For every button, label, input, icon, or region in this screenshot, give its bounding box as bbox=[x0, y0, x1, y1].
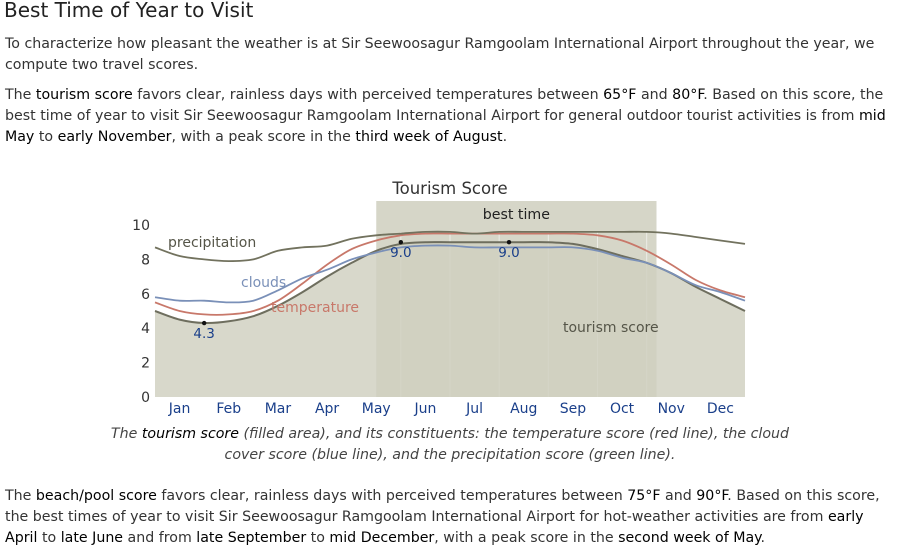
text-run: The bbox=[5, 87, 36, 103]
second-window-start: late September bbox=[196, 530, 307, 546]
y-tick-label: 2 bbox=[141, 356, 150, 372]
text-run: . Based on this score, the best times of… bbox=[5, 488, 880, 525]
x-tick-label: Aug bbox=[510, 401, 537, 417]
text-run: , with a peak score in the bbox=[171, 129, 356, 145]
best-start-value: mid May bbox=[5, 108, 886, 145]
x-tick-label: Jun bbox=[413, 401, 436, 417]
y-tick-label: 6 bbox=[141, 287, 150, 303]
annotation-label: 9.0 bbox=[390, 245, 411, 261]
temperature-line bbox=[154, 232, 746, 316]
annotation-label: 9.0 bbox=[498, 245, 519, 261]
text-run: favors clear, rainless days with perceiv… bbox=[132, 87, 604, 103]
text-run: to bbox=[34, 129, 58, 145]
series-label: clouds bbox=[241, 275, 286, 291]
temp-max-value: 90°F bbox=[696, 488, 728, 504]
series-labels: precipitation clouds temperature tourism sc… bbox=[168, 235, 659, 336]
text-run: The bbox=[110, 426, 142, 442]
temp-max-value: 80°F bbox=[672, 87, 704, 103]
tourism-score-paragraph: The tourism score favors clear, rainless… bbox=[5, 85, 898, 148]
x-tick-label: May bbox=[362, 401, 391, 417]
series-label: temperature bbox=[271, 300, 359, 316]
beach-score-paragraph: The beach/pool score favors clear, rainl… bbox=[5, 486, 898, 549]
x-tick-label: Apr bbox=[315, 401, 339, 417]
text-run: (filled area), and its constituents: the… bbox=[224, 426, 790, 463]
text-run: to bbox=[37, 530, 61, 546]
chart-caption: The tourism score (filled area), and its… bbox=[100, 424, 800, 466]
text-run: . Based on this score, the best time of … bbox=[5, 87, 884, 124]
series-lines bbox=[154, 230, 746, 325]
x-tick-label: Mar bbox=[265, 401, 292, 417]
temp-min-value: 75°F bbox=[627, 488, 661, 504]
text-run: , with a peak score in the bbox=[434, 530, 619, 546]
text-run: to bbox=[306, 530, 330, 546]
y-tick-label: 10 bbox=[132, 218, 150, 234]
x-tick-label: Jul bbox=[465, 401, 483, 417]
annotations: 4.3 9.0 9.0 bbox=[193, 240, 520, 342]
x-tick-label: Dec bbox=[707, 401, 734, 417]
x-tick-label: Sep bbox=[560, 401, 587, 417]
text-run: . bbox=[502, 129, 508, 145]
annotation-label: 4.3 bbox=[193, 326, 214, 342]
intro-paragraph: To characterize how pleasant the weather… bbox=[5, 36, 875, 73]
peak-week-value: second week of May bbox=[618, 530, 761, 546]
y-axis: 0 2 4 6 8 10 bbox=[132, 218, 150, 406]
peak-week-value: third week of August bbox=[355, 129, 503, 145]
x-tick-label: Jan bbox=[168, 401, 191, 417]
y-tick-label: 8 bbox=[141, 252, 150, 268]
annotation-marker bbox=[506, 240, 512, 245]
series-label: precipitation bbox=[168, 235, 256, 251]
best-time-label: best time bbox=[483, 207, 550, 223]
x-tick-label: Feb bbox=[216, 401, 241, 417]
second-window-end: mid December bbox=[329, 530, 435, 546]
temp-min-value: 65°F bbox=[603, 87, 637, 103]
annotation-marker bbox=[398, 240, 404, 245]
precipitation-line bbox=[154, 230, 746, 263]
text-run: . bbox=[760, 530, 766, 546]
tourism-score-area bbox=[155, 242, 745, 397]
tourism-score-term: tourism score bbox=[35, 87, 133, 103]
text-run: The bbox=[5, 488, 36, 504]
beach-score-term: beach/pool score bbox=[35, 488, 157, 504]
page-title: Best Time of Year to Visit bbox=[4, 0, 254, 22]
chart-title: Tourism Score bbox=[391, 179, 507, 198]
x-tick-label: Nov bbox=[658, 401, 685, 417]
annotation-marker bbox=[201, 320, 207, 326]
text-run: and bbox=[660, 488, 697, 504]
text-run: and bbox=[636, 87, 673, 103]
text-run: favors clear, rainless days with perceiv… bbox=[156, 488, 628, 504]
tourism-score-term: tourism score bbox=[141, 426, 239, 442]
series-label: tourism score bbox=[563, 320, 659, 336]
first-window-end: late June bbox=[60, 530, 124, 546]
text-run: and from bbox=[123, 530, 197, 546]
x-axis: Jan Feb Mar Apr May Jun Jul Aug Sep Oct Nov Dec bbox=[168, 401, 734, 417]
best-end-value: early November bbox=[57, 129, 172, 145]
clouds-line bbox=[154, 244, 746, 304]
y-tick-label: 4 bbox=[141, 321, 150, 337]
first-window-start: early April bbox=[5, 509, 864, 546]
y-tick-label: 0 bbox=[141, 390, 150, 406]
x-tick-label: Oct bbox=[610, 401, 635, 417]
